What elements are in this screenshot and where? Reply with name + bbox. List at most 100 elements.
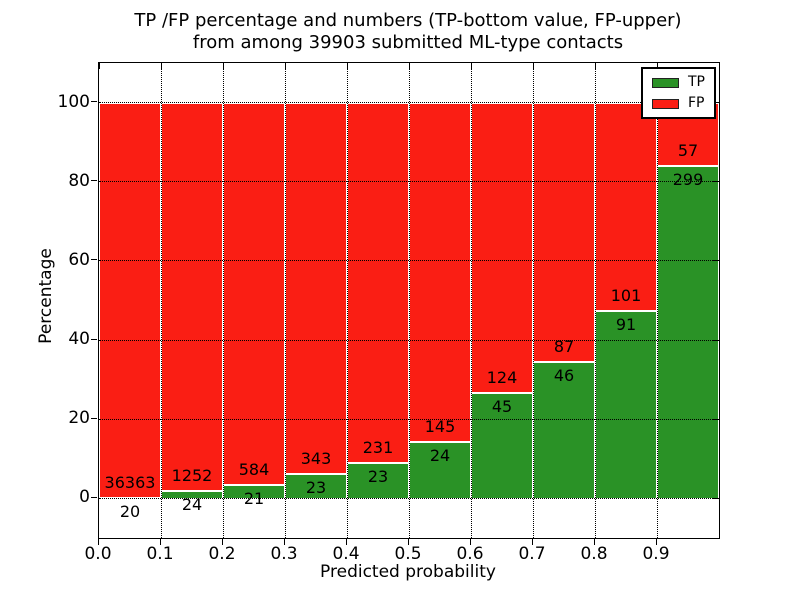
x-tick-mark [469,539,471,545]
y-tick-mark [91,101,97,103]
y-tick-mark [91,338,97,340]
x-tick-mark [407,539,409,545]
fp-count-label: 57 [677,140,699,160]
grid-line-vertical [470,63,472,538]
grid-line-vertical [656,63,658,538]
tp-legend-swatch [652,77,679,88]
y-tick-mark-right [713,339,719,341]
tp-bar-segment [347,462,409,499]
fp-bar-segment [533,102,595,362]
x-tick-mark-top [594,63,596,69]
tp-count-label: 24 [429,446,451,466]
grid-line-vertical [284,63,286,538]
legend-entry-label: FP [688,95,705,111]
grid-line-vertical [346,63,348,538]
x-tick-mark [159,539,161,545]
y-tick-label: 80 [68,170,90,191]
grid-line-vertical [594,63,596,538]
x-tick-mark-top [470,63,472,69]
fp-count-label: 1252 [171,465,213,485]
legend-entry: FP [652,96,705,111]
x-tick-label: 0.1 [146,544,174,564]
x-tick-mark [283,539,285,545]
y-tick-mark [91,180,97,182]
x-tick-mark [593,539,595,545]
x-tick-mark [221,539,223,545]
x-tick-label: 0.4 [332,544,360,564]
tp-bar-segment [533,361,595,499]
x-axis-label: Predicted probability [320,562,496,582]
x-tick-label: 0.7 [518,544,546,564]
tp-bar-segment [409,442,471,499]
y-tick-label: 0 [79,487,90,508]
fp-count-label: 87 [553,336,575,356]
x-tick-mark-top [160,63,162,69]
fp-bar-segment [223,102,285,485]
y-tick-mark [91,417,97,419]
grid-line-vertical [160,63,162,538]
fp-bar-segment [595,102,657,311]
tp-bar-segment [657,165,719,499]
grid-line-vertical [222,63,224,538]
y-tick-mark-right [713,497,719,499]
x-tick-label: 0.2 [208,544,236,564]
legend: TP FP [641,67,716,119]
legend-entry: TP [652,75,705,90]
x-tick-mark-top [222,63,224,69]
x-tick-mark-top [346,63,348,69]
fp-count-label: 124 [486,368,518,388]
chart-title: TP /FP percentage and numbers (TP-bottom… [98,10,718,54]
tp-bar-segment [595,310,657,499]
grid-line-vertical [532,63,534,538]
tp-count-label: 20 [119,502,141,522]
fp-bar-segment [409,102,471,443]
x-tick-mark [345,539,347,545]
tp-count-label: 45 [491,397,513,417]
x-tick-label: 0.3 [270,544,298,564]
fp-count-label: 231 [362,437,394,457]
y-tick-mark-right [713,181,719,183]
tp-bar-segment [471,393,533,499]
plot-area: TP FP 36363 20 1252 24 584 21 343 23 231 23 145 24 12… [98,62,720,539]
tp-count-label: 299 [672,169,704,189]
tp-bar-segment [285,473,347,499]
x-tick-mark-top [408,63,410,69]
chart-title-line2: from among 39903 submitted ML-type conta… [192,32,624,53]
x-tick-mark [531,539,533,545]
y-tick-label: 40 [68,329,90,350]
tp-count-label: 24 [181,494,203,514]
fp-bar-segment [161,102,223,491]
x-tick-label: 0.6 [456,544,484,564]
y-tick-label: 100 [57,91,90,112]
x-tick-mark-top [532,63,534,69]
fp-count-label: 584 [238,459,270,479]
legend-entry-label: TP [688,74,705,90]
tp-count-label: 46 [553,365,575,385]
grid-line-vertical [408,63,410,538]
x-tick-mark-top [284,63,286,69]
tp-count-label: 23 [305,477,327,497]
x-tick-label: 0.5 [394,544,422,564]
fp-bar-segment [471,102,533,393]
x-tick-mark [97,539,99,545]
x-tick-mark-top [98,63,100,69]
fp-bar-segment [99,102,161,499]
y-tick-label: 60 [68,249,90,270]
fp-count-label: 36363 [104,473,156,493]
fp-count-label: 101 [610,285,642,305]
x-tick-label: 0.8 [580,544,608,564]
y-tick-mark-right [713,102,719,104]
x-tick-mark [655,539,657,545]
y-tick-mark [91,259,97,261]
y-tick-label: 20 [68,408,90,429]
x-tick-mark-top [656,63,658,69]
fp-legend-swatch [652,98,679,109]
tp-count-label: 21 [243,488,265,508]
chart-title-line1: TP /FP percentage and numbers (TP-bottom… [134,10,682,31]
fp-count-label: 145 [424,417,456,437]
tp-count-label: 91 [615,314,637,334]
y-tick-mark-right [713,418,719,420]
x-tick-label: 0.9 [642,544,670,564]
y-tick-mark-right [713,260,719,262]
